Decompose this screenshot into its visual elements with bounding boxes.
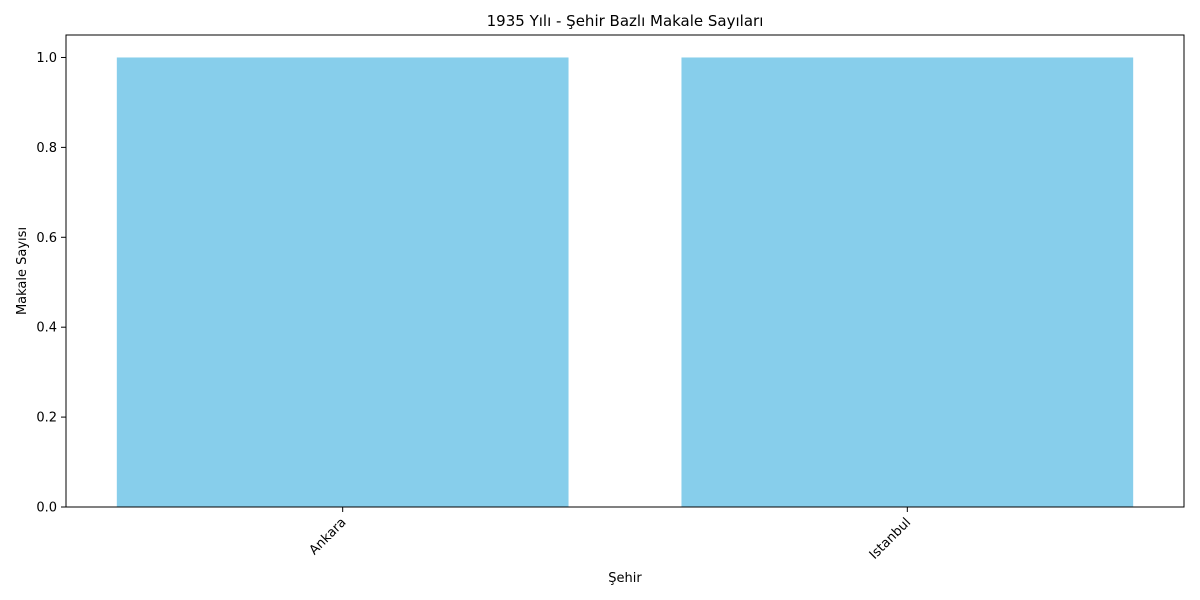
y-tick-label: 0.8 xyxy=(36,141,57,156)
bars-group xyxy=(116,57,1134,507)
y-tick-label: 0.4 xyxy=(36,321,57,336)
x-tick-label-istanbul: Istanbul xyxy=(867,515,914,562)
y-axis-label: Makale Sayısı xyxy=(15,227,30,315)
chart-title: 1935 Yılı - Şehir Bazlı Makale Sayıları xyxy=(487,12,764,30)
y-axis: 0.0 0.2 0.4 0.6 0.8 1.0 xyxy=(36,51,66,516)
y-tick-label: 0.6 xyxy=(36,231,57,246)
plot-frame xyxy=(65,34,1185,508)
x-tick-label-ankara: Ankara xyxy=(307,515,350,558)
bar-istanbul xyxy=(681,57,1134,507)
y-tick-label: 0.0 xyxy=(36,501,57,516)
bar-ankara xyxy=(116,57,569,507)
x-axis-label: Şehir xyxy=(608,571,642,586)
y-tick-label: 1.0 xyxy=(36,51,57,66)
x-axis: Ankara Istanbul xyxy=(307,507,914,563)
y-tick-label: 0.2 xyxy=(36,411,57,426)
